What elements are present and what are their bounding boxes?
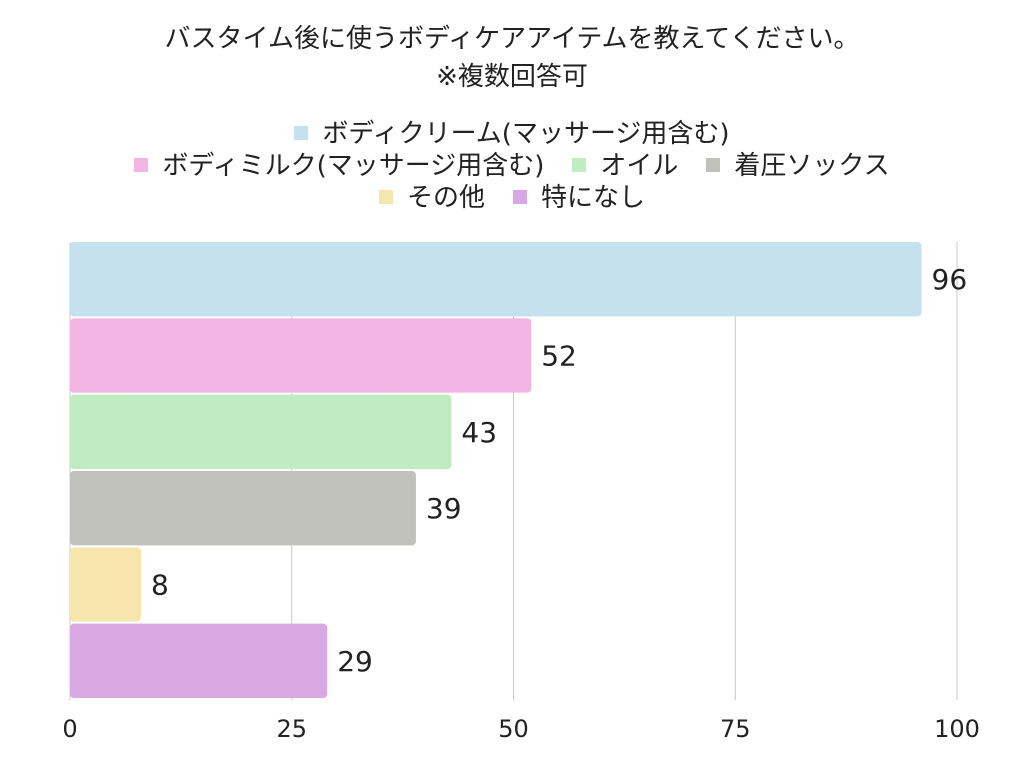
legend-swatch [572,157,587,172]
data-label: 8 [151,569,169,602]
legend-row: その他 特になし [0,182,1024,214]
legend-label: 着圧ソックス [734,151,890,181]
bar [70,394,452,469]
legend-swatch [378,189,393,204]
legend-swatch [294,125,309,140]
legend-label: オイル [600,151,679,181]
legend-label: 特になし [541,183,646,213]
data-label: 39 [426,492,462,525]
legend-label: ボディミルク(マッサージ用含む) [162,151,545,181]
x-tick-label: 50 [498,715,529,743]
legend-item: ボディミルク(マッサージ用含む) [134,150,544,182]
data-label: 43 [461,416,497,449]
x-tick-label: 100 [934,715,980,743]
legend-row: ボディミルク(マッサージ用含む) オイル 着圧ソックス [0,150,1024,182]
x-tick-label: 0 [62,715,77,743]
bar [70,471,416,546]
bar [70,623,328,698]
legend-swatch [706,157,721,172]
bar [70,242,922,317]
data-label: 52 [541,340,577,373]
data-label: 29 [337,645,373,678]
bar [70,547,141,622]
x-tick-label: 75 [720,715,751,743]
legend-label: その他 [406,183,485,213]
chart-title: バスタイム後に使うボディケアアイテムを教えてください。 [164,24,860,54]
x-tick-label: 25 [276,715,307,743]
legend-item: その他 [378,182,485,214]
data-label: 96 [932,263,968,296]
legend-item: 特になし [513,182,645,214]
legend-swatch [513,189,527,204]
legend-label: ボディクリーム(マッサージ用含む) [322,119,730,149]
legend-item: オイル [572,150,678,182]
legend-item: ボディクリーム(マッサージ用含む) [294,118,730,150]
legend-item: 着圧ソックス [706,150,890,182]
chart-subtitle: ※複数回答可 [436,62,588,92]
bar [70,318,532,393]
legend-row: ボディクリーム(マッサージ用含む) [0,118,1024,150]
legend-swatch [134,157,149,172]
